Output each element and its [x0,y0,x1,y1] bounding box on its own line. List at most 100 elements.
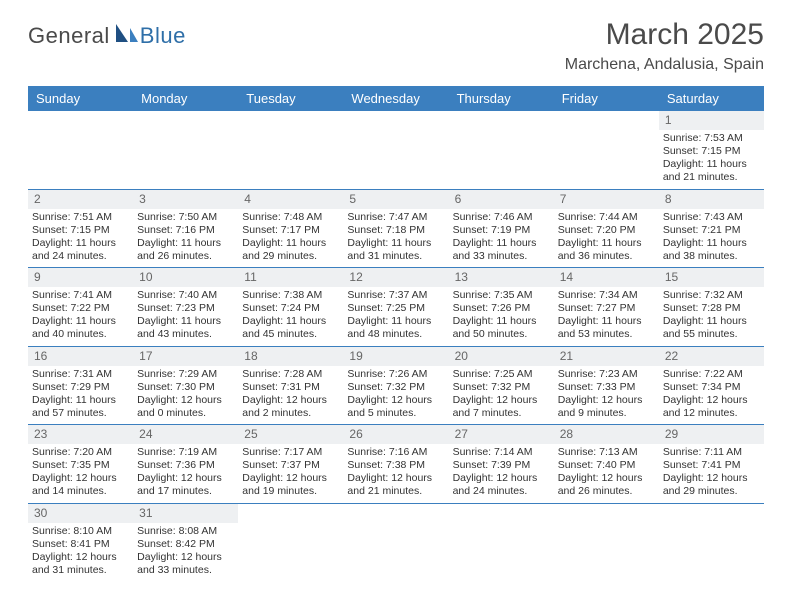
sunset-text: Sunset: 7:15 PM [663,145,760,158]
calendar-day-cell: 15Sunrise: 7:32 AMSunset: 7:28 PMDayligh… [659,268,764,347]
daylight-text: Daylight: 11 hours and 53 minutes. [558,315,655,341]
calendar-day-cell: 19Sunrise: 7:26 AMSunset: 7:32 PMDayligh… [343,346,448,425]
daylight-text: Daylight: 12 hours and 12 minutes. [663,394,760,420]
day-details: Sunrise: 7:47 AMSunset: 7:18 PMDaylight:… [347,211,444,264]
calendar-day-cell: 27Sunrise: 7:14 AMSunset: 7:39 PMDayligh… [449,425,554,504]
day-details: Sunrise: 7:17 AMSunset: 7:37 PMDaylight:… [242,446,339,499]
calendar-day-cell [133,111,238,189]
calendar-week-row: 1 Sunrise: 7:53 AMSunset: 7:15 PMDaylight… [28,111,764,189]
sunrise-text: Sunrise: 7:38 AM [242,289,339,302]
day-header: Monday [133,86,238,111]
calendar-day-cell: 20 Sunrise: 7:25 AMSunset: 7:32 PMDayligh… [449,346,554,425]
day-details: Sunrise: 7:37 AMSunset: 7:25 PMDaylight:… [347,289,444,342]
sunset-text: Sunset: 7:17 PM [242,224,339,237]
calendar-day-cell [238,503,343,581]
daylight-text: Daylight: 11 hours and 29 minutes. [242,237,339,263]
sunset-text: Sunset: 7:16 PM [137,224,234,237]
day-number: 20 [449,347,554,366]
sunrise-text: Sunrise: 7:22 AM [663,368,760,381]
sunset-text: Sunset: 7:28 PM [663,302,760,315]
day-header: Thursday [449,86,554,111]
day-details: Sunrise: 7:25 AMSunset: 7:32 PMDaylight:… [453,368,550,421]
sunrise-text: Sunrise: 7:48 AM [242,211,339,224]
sunrise-text: Sunrise: 7:20 AM [32,446,129,459]
daylight-text: Daylight: 11 hours and 48 minutes. [347,315,444,341]
daylight-text: Daylight: 11 hours and 40 minutes. [32,315,129,341]
daylight-text: Daylight: 12 hours and 7 minutes. [453,394,550,420]
day-number: 15 [659,268,764,287]
calendar-week-row: 9Sunrise: 7:41 AMSunset: 7:22 PMDaylight… [28,268,764,347]
sunrise-text: Sunrise: 7:46 AM [453,211,550,224]
daylight-text: Daylight: 11 hours and 24 minutes. [32,237,129,263]
day-details: Sunrise: 7:20 AMSunset: 7:35 PMDaylight:… [32,446,129,499]
sunrise-text: Sunrise: 7:14 AM [453,446,550,459]
calendar-day-cell: 9Sunrise: 7:41 AMSunset: 7:22 PMDaylight… [28,268,133,347]
daylight-text: Daylight: 11 hours and 33 minutes. [453,237,550,263]
day-details: Sunrise: 7:13 AMSunset: 7:40 PMDaylight:… [558,446,655,499]
sunrise-text: Sunrise: 7:31 AM [32,368,129,381]
sunrise-text: Sunrise: 7:43 AM [663,211,760,224]
sunrise-text: Sunrise: 7:16 AM [347,446,444,459]
logo-text-blue: Blue [140,23,186,49]
sunrise-text: Sunrise: 7:19 AM [137,446,234,459]
day-number: 30 [28,504,133,523]
sunrise-text: Sunrise: 7:17 AM [242,446,339,459]
day-details: Sunrise: 8:08 AMSunset: 8:42 PMDaylight:… [137,525,234,578]
calendar-day-cell: 28Sunrise: 7:13 AMSunset: 7:40 PMDayligh… [554,425,659,504]
sunset-text: Sunset: 7:40 PM [558,459,655,472]
calendar-day-cell: 23Sunrise: 7:20 AMSunset: 7:35 PMDayligh… [28,425,133,504]
day-number: 9 [28,268,133,287]
calendar-day-cell: 12Sunrise: 7:37 AMSunset: 7:25 PMDayligh… [343,268,448,347]
daylight-text: Daylight: 12 hours and 9 minutes. [558,394,655,420]
calendar-day-cell: 31 Sunrise: 8:08 AMSunset: 8:42 PMDayligh… [133,503,238,581]
day-details: Sunrise: 7:28 AMSunset: 7:31 PMDaylight:… [242,368,339,421]
sunset-text: Sunset: 7:39 PM [453,459,550,472]
day-details: Sunrise: 7:23 AMSunset: 7:33 PMDaylight:… [558,368,655,421]
calendar-day-cell [449,503,554,581]
calendar-day-cell: 6Sunrise: 7:46 AMSunset: 7:19 PMDaylight… [449,189,554,268]
day-details: Sunrise: 7:50 AMSunset: 7:16 PMDaylight:… [137,211,234,264]
calendar-day-cell: 3 Sunrise: 7:50 AMSunset: 7:16 PMDaylight… [133,189,238,268]
calendar-week-row: 23Sunrise: 7:20 AMSunset: 7:35 PMDayligh… [28,425,764,504]
calendar-day-cell: 16Sunrise: 7:31 AMSunset: 7:29 PMDayligh… [28,346,133,425]
day-number: 19 [343,347,448,366]
calendar-day-cell: 13Sunrise: 7:35 AMSunset: 7:26 PMDayligh… [449,268,554,347]
sunrise-text: Sunrise: 7:53 AM [663,132,760,145]
day-number: 31 [133,504,238,523]
calendar-week-row: 2Sunrise: 7:51 AMSunset: 7:15 PMDaylight… [28,189,764,268]
logo: General Blue [28,22,186,49]
day-details: Sunrise: 7:53 AMSunset: 7:15 PMDaylight:… [663,132,760,185]
day-header: Tuesday [238,86,343,111]
sunrise-text: Sunrise: 7:50 AM [137,211,234,224]
calendar-day-cell: 24 Sunrise: 7:19 AMSunset: 7:36 PMDayligh… [133,425,238,504]
sunset-text: Sunset: 8:42 PM [137,538,234,551]
sunset-text: Sunset: 7:31 PM [242,381,339,394]
day-details: Sunrise: 7:51 AMSunset: 7:15 PMDaylight:… [32,211,129,264]
daylight-text: Daylight: 12 hours and 24 minutes. [453,472,550,498]
day-details: Sunrise: 7:14 AMSunset: 7:39 PMDaylight:… [453,446,550,499]
day-details: Sunrise: 7:19 AMSunset: 7:36 PMDaylight:… [137,446,234,499]
calendar-day-cell: 7Sunrise: 7:44 AMSunset: 7:20 PMDaylight… [554,189,659,268]
day-number: 3 [133,190,238,209]
day-number: 16 [28,347,133,366]
daylight-text: Daylight: 12 hours and 2 minutes. [242,394,339,420]
day-number: 24 [133,425,238,444]
calendar-day-cell: 18Sunrise: 7:28 AMSunset: 7:31 PMDayligh… [238,346,343,425]
calendar-day-cell: 14Sunrise: 7:34 AMSunset: 7:27 PMDayligh… [554,268,659,347]
sunrise-text: Sunrise: 8:08 AM [137,525,234,538]
daylight-text: Daylight: 12 hours and 5 minutes. [347,394,444,420]
sunset-text: Sunset: 7:24 PM [242,302,339,315]
calendar-day-cell: 25Sunrise: 7:17 AMSunset: 7:37 PMDayligh… [238,425,343,504]
daylight-text: Daylight: 11 hours and 26 minutes. [137,237,234,263]
day-details: Sunrise: 7:22 AMSunset: 7:34 PMDaylight:… [663,368,760,421]
sunrise-text: Sunrise: 7:32 AM [663,289,760,302]
daylight-text: Daylight: 12 hours and 0 minutes. [137,394,234,420]
day-number: 22 [659,347,764,366]
sunrise-text: Sunrise: 7:28 AM [242,368,339,381]
sunrise-text: Sunrise: 7:51 AM [32,211,129,224]
daylight-text: Daylight: 11 hours and 21 minutes. [663,158,760,184]
sunset-text: Sunset: 7:20 PM [558,224,655,237]
sunrise-text: Sunrise: 7:37 AM [347,289,444,302]
sunset-text: Sunset: 7:33 PM [558,381,655,394]
day-number: 1 [659,111,764,130]
